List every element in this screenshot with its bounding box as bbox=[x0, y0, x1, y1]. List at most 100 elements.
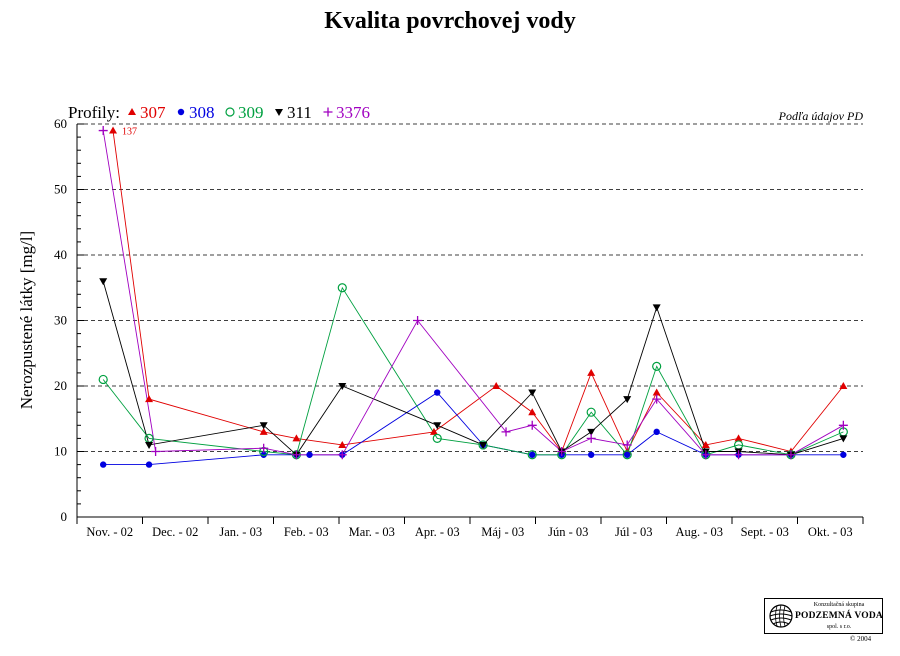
legend-marker-308 bbox=[177, 108, 185, 116]
y-tick-label: 20 bbox=[54, 378, 67, 393]
x-tick-label: Okt. - 03 bbox=[808, 525, 853, 539]
data-point-3376 bbox=[337, 450, 347, 460]
legend-marker-311 bbox=[275, 109, 283, 116]
data-point-311 bbox=[99, 278, 108, 286]
company-logo: Konzultačná skupina PODZEMNÁ VODA spol. … bbox=[764, 598, 883, 634]
y-tick-label: 10 bbox=[54, 444, 67, 459]
data-point-3376 bbox=[622, 440, 632, 450]
data-point-3376 bbox=[98, 126, 108, 136]
data-point-3376 bbox=[838, 420, 848, 430]
data-point-309 bbox=[432, 433, 442, 443]
data-point-3376 bbox=[652, 394, 662, 404]
data-point-308 bbox=[100, 461, 107, 468]
x-tick-label: Jan. - 03 bbox=[219, 525, 262, 539]
legend-label-308: 308 bbox=[189, 103, 215, 122]
data-point-309 bbox=[337, 283, 347, 293]
data-point-3376 bbox=[701, 450, 711, 460]
x-tick-label: Jún - 03 bbox=[548, 525, 588, 539]
data-point-311 bbox=[433, 422, 442, 430]
data-point-3376 bbox=[259, 443, 269, 453]
legend-label-3376: 3376 bbox=[336, 103, 370, 122]
y-tick-label: 60 bbox=[54, 116, 67, 131]
data-point-308 bbox=[434, 389, 441, 396]
x-tick-label: Apr. - 03 bbox=[415, 525, 460, 539]
data-point-307 bbox=[587, 368, 596, 376]
series-markers: 137 bbox=[98, 126, 848, 468]
series-line-309 bbox=[102, 286, 844, 456]
data-point-311 bbox=[145, 441, 154, 449]
data-point-3376 bbox=[786, 450, 796, 460]
data-point-307 bbox=[259, 427, 268, 435]
data-point-307 bbox=[734, 434, 743, 442]
logo-line-2: PODZEMNÁ VODA bbox=[795, 611, 883, 621]
legend-marker-309 bbox=[225, 107, 235, 117]
logo-line-1: Konzultačná skupina bbox=[813, 602, 865, 608]
data-point-307 bbox=[528, 408, 537, 416]
data-point-308 bbox=[653, 428, 660, 436]
legend: Profily: 307 308 309 311 3376 bbox=[68, 103, 370, 122]
data-point-307 bbox=[338, 440, 347, 448]
data-point-307 bbox=[701, 440, 710, 448]
legend-label-309: 309 bbox=[238, 103, 264, 122]
data-point-307 bbox=[652, 388, 661, 396]
data-point-311 bbox=[259, 422, 268, 430]
legend-label-311: 311 bbox=[287, 103, 312, 122]
data-point-308 bbox=[624, 451, 631, 458]
data-point-3376 bbox=[557, 447, 567, 456]
data-point-3376 bbox=[586, 433, 596, 443]
data-point-308 bbox=[306, 451, 313, 458]
data-point-311 bbox=[479, 441, 488, 449]
point-annotation: 137 bbox=[122, 127, 137, 138]
data-point-311 bbox=[652, 304, 661, 312]
x-tick-label: Nov. - 02 bbox=[86, 525, 133, 539]
data-point-307 bbox=[109, 126, 118, 134]
data-point-311 bbox=[587, 428, 596, 436]
series-lines bbox=[102, 130, 844, 466]
data-point-309 bbox=[586, 407, 596, 417]
data-point-309 bbox=[652, 361, 662, 371]
grid-lines bbox=[77, 123, 863, 452]
y-tick-label: 50 bbox=[54, 182, 67, 197]
y-tick-label: 40 bbox=[54, 247, 67, 262]
data-point-3376 bbox=[501, 427, 511, 437]
data-point-3376 bbox=[291, 450, 301, 460]
data-point-311 bbox=[338, 383, 347, 390]
legend-label-307: 307 bbox=[140, 103, 166, 122]
data-point-308 bbox=[587, 451, 595, 458]
x-tick-label: Sept. - 03 bbox=[741, 525, 789, 539]
data-point-309 bbox=[527, 450, 537, 460]
globe-icon bbox=[769, 604, 793, 628]
y-tick-label: 30 bbox=[54, 313, 67, 328]
data-point-307 bbox=[429, 427, 438, 435]
series-line-3376 bbox=[102, 130, 844, 456]
y-axis-label: Nerozpustené látky [mg/l] bbox=[17, 231, 36, 409]
chart-title: Kvalita povrchovej vody bbox=[324, 8, 576, 34]
x-tick-label: Dec. - 02 bbox=[152, 525, 198, 539]
data-point-3376 bbox=[734, 450, 744, 460]
data-point-307 bbox=[839, 382, 848, 389]
data-point-311 bbox=[839, 435, 848, 443]
x-tick-label: Máj - 03 bbox=[481, 525, 524, 539]
data-point-307 bbox=[292, 434, 301, 442]
data-point-308 bbox=[260, 451, 267, 458]
data-point-309 bbox=[622, 450, 632, 460]
source-note: Podľa údajov PD bbox=[778, 109, 864, 123]
axes: 0 10 20 30 40 50 60 Nov. - 02 Dec. - 02 Jan. - 03… bbox=[54, 116, 864, 539]
x-tick-label: Mar. - 03 bbox=[349, 525, 395, 539]
data-point-307 bbox=[492, 382, 501, 389]
data-point-308 bbox=[840, 451, 847, 458]
data-point-3376 bbox=[527, 420, 537, 430]
series-line-311 bbox=[102, 281, 844, 456]
data-point-308 bbox=[145, 461, 153, 468]
x-tick-label: Júl - 03 bbox=[615, 525, 653, 539]
legend-marker-3376 bbox=[323, 107, 333, 117]
legend-marker-307 bbox=[128, 108, 136, 115]
data-point-3376 bbox=[151, 447, 161, 456]
logo-line-3: spol. s r.o. bbox=[826, 624, 852, 630]
legend-prefix: Profily: bbox=[68, 103, 120, 122]
data-point-311 bbox=[528, 389, 537, 397]
data-point-3376 bbox=[413, 316, 423, 325]
x-tick-label: Feb. - 03 bbox=[284, 525, 329, 539]
series-line-307 bbox=[112, 130, 844, 453]
